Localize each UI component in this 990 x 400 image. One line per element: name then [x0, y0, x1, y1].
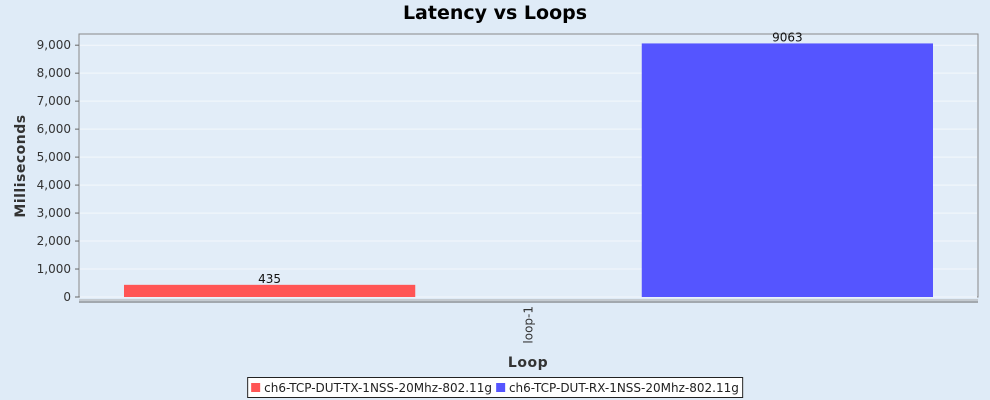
y-tick-label: 7,000	[37, 94, 71, 108]
bar-rx	[641, 43, 933, 297]
chart-title: Latency vs Loops	[402, 2, 588, 24]
x-axis: loop-1	[79, 299, 978, 344]
y-axis-label: Milliseconds	[13, 114, 29, 217]
bar-data-label: 435	[258, 272, 281, 286]
y-tick-label: 4,000	[37, 178, 71, 192]
y-tick-label: 9,000	[37, 38, 71, 52]
y-tick-label: 8,000	[37, 66, 71, 80]
y-tick-label: 1,000	[37, 262, 71, 276]
x-axis-label: Loop	[508, 355, 548, 371]
legend-swatch	[251, 383, 261, 392]
y-tick-label: 0	[63, 290, 71, 304]
y-axis: 0 1,000 2,000 3,000 4,000 5,000 6,000 7,000 8,00…	[37, 38, 79, 304]
legend-item: ch6-TCP-DUT-TX-1NSS-20Mhz-802.11g	[251, 381, 492, 395]
bars: 435 9063	[124, 30, 933, 297]
y-tick-label: 5,000	[37, 150, 71, 164]
legend: ch6-TCP-DUT-TX-1NSS-20Mhz-802.11g ch6-TCP…	[247, 377, 743, 398]
bar-data-label: 9063	[772, 30, 803, 44]
bar-tx	[124, 284, 416, 297]
y-tick-label: 6,000	[37, 122, 71, 136]
legend-label: ch6-TCP-DUT-TX-1NSS-20Mhz-802.11g	[264, 380, 492, 395]
legend-label: ch6-TCP-DUT-RX-1NSS-20Mhz-802.11g	[508, 380, 739, 395]
legend-swatch	[495, 383, 505, 392]
y-tick-label: 3,000	[37, 206, 71, 220]
y-tick-label: 2,000	[37, 234, 71, 248]
x-tick-label: loop-1	[522, 306, 536, 344]
legend-item: ch6-TCP-DUT-RX-1NSS-20Mhz-802.11g	[495, 380, 739, 395]
